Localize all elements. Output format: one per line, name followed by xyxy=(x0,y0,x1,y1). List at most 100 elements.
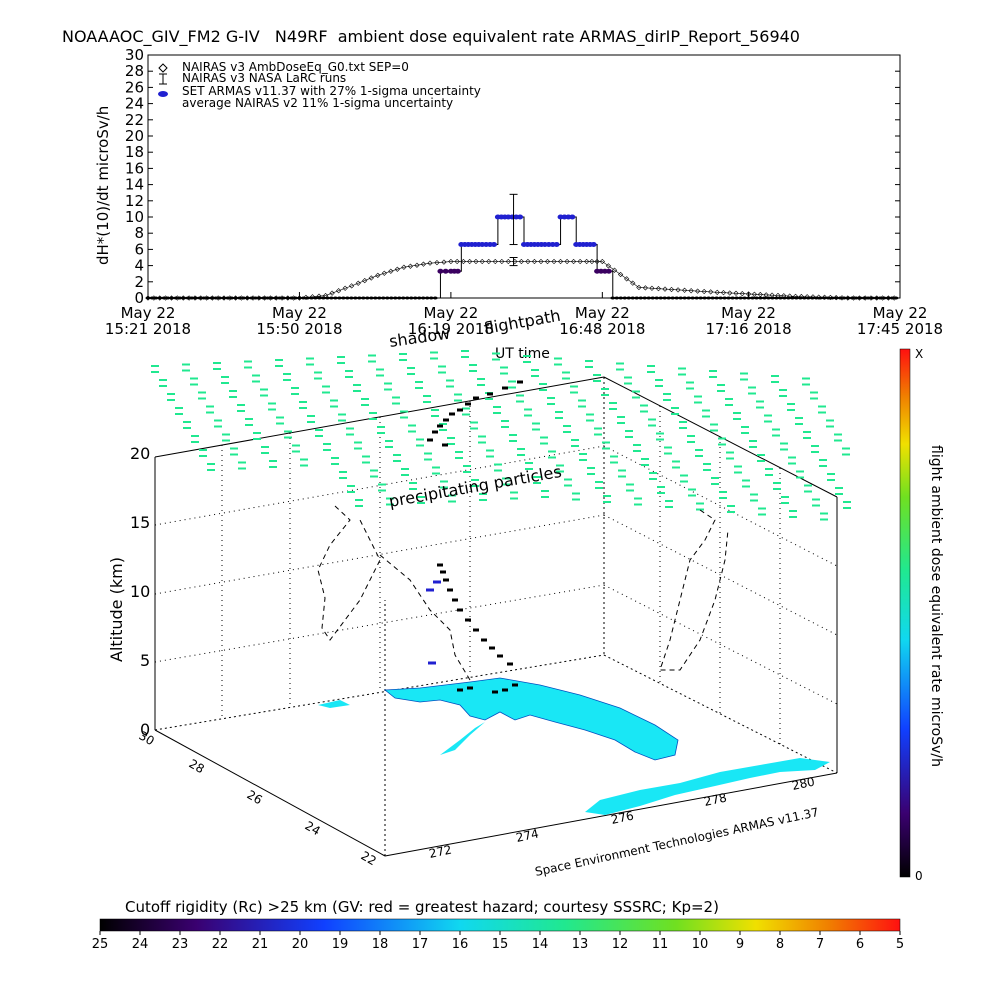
x-tick-label-line1: May 22 xyxy=(272,304,327,322)
armas-point xyxy=(813,296,819,300)
y-tick-label: 2 xyxy=(134,273,144,291)
nairas-point xyxy=(381,270,387,276)
coast-projection-right xyxy=(659,509,729,671)
y3d-tick-24: 24 xyxy=(303,818,323,838)
armas-point xyxy=(241,296,247,300)
armas-point xyxy=(670,296,676,300)
legend-entry-2: NAIRAS v3 NASA LaRC runs xyxy=(182,71,346,85)
y-tick-label: 4 xyxy=(134,257,144,275)
nairas-point xyxy=(538,258,544,265)
x-tick-label-line1: May 22 xyxy=(121,304,176,322)
nairas-point xyxy=(624,276,630,282)
armas-point xyxy=(801,296,807,300)
nairas-point xyxy=(564,258,570,265)
armas-point xyxy=(372,296,378,300)
armas-point xyxy=(269,296,275,300)
armas-point xyxy=(273,296,279,300)
armas-point xyxy=(157,296,163,300)
armas-point xyxy=(261,296,267,300)
armas-point xyxy=(789,296,795,300)
armas-point xyxy=(277,296,283,300)
nairas-point xyxy=(662,286,668,292)
armas-point xyxy=(845,296,851,300)
z-tick-0: 0 xyxy=(140,720,150,739)
armas-point xyxy=(857,296,863,300)
armas-point xyxy=(424,296,430,300)
armas-point xyxy=(281,296,287,300)
armas-point xyxy=(614,296,620,300)
bottom-tick-label: 18 xyxy=(372,937,389,952)
armas-point xyxy=(590,242,597,248)
armas-point xyxy=(877,296,883,300)
armas-point xyxy=(618,296,624,300)
armas-point xyxy=(821,296,827,300)
x-tick-label-line1: May 22 xyxy=(423,304,478,322)
armas-point xyxy=(654,296,660,300)
armas-point xyxy=(885,296,891,300)
nairas-point xyxy=(655,286,662,292)
armas-point xyxy=(605,268,612,274)
three-d-plot: 20 15 10 5 0 Altitude (km) 30 28 26 24 2… xyxy=(107,306,944,883)
legend: NAIRAS v3 AmbDoseEq_G0.txt SEP=0 NAIRAS … xyxy=(158,60,481,110)
bottom-tick-label: 9 xyxy=(736,937,744,952)
y3d-tick-22: 22 xyxy=(359,848,379,868)
armas-point xyxy=(237,296,243,300)
z-tick-5: 5 xyxy=(140,651,150,670)
armas-point xyxy=(404,296,410,300)
bottom-tick-label: 20 xyxy=(292,937,309,952)
armas-point xyxy=(714,296,720,300)
nairas-point xyxy=(355,280,361,286)
nairas-point xyxy=(479,258,485,265)
nairas-point xyxy=(727,290,733,296)
armas-point xyxy=(376,296,382,300)
y3d-tick-26: 26 xyxy=(245,787,265,807)
armas-point xyxy=(698,296,704,300)
armas-point xyxy=(833,296,839,300)
armas-point xyxy=(730,296,736,300)
bottom-tick-label: 17 xyxy=(412,937,429,952)
armas-point xyxy=(420,296,426,300)
armas-point xyxy=(316,296,322,300)
armas-point xyxy=(153,296,159,300)
y3d-axis-ticks: 30 28 26 24 22 xyxy=(137,728,379,868)
bottom-tick-label: 7 xyxy=(816,937,824,952)
armas-point xyxy=(690,296,696,300)
y-tick-label: 0 xyxy=(134,289,144,307)
armas-point xyxy=(738,296,744,300)
y-tick-label: 24 xyxy=(125,95,144,113)
armas-point xyxy=(454,268,461,274)
armas-point xyxy=(408,296,414,300)
nairas-point xyxy=(531,258,538,265)
x3d-axis-ticks: 272 274 276 278 280 xyxy=(428,774,816,860)
bottom-tick-label: 23 xyxy=(172,937,189,952)
armas-point xyxy=(428,296,434,300)
armas-point xyxy=(348,296,354,300)
x-tick-label-line2: 17:16 2018 xyxy=(705,320,791,338)
colorbar-top-label: X xyxy=(915,347,923,361)
armas-point xyxy=(630,296,636,300)
plot-frame xyxy=(147,54,901,299)
armas-point xyxy=(865,296,871,300)
armas-point xyxy=(758,296,764,300)
y-tick-label: 16 xyxy=(125,159,144,177)
armas-point xyxy=(674,296,680,300)
box-edges xyxy=(154,376,838,857)
nairas-point xyxy=(473,258,479,265)
armas-point xyxy=(726,296,732,300)
series-nairas-v3 xyxy=(145,258,900,301)
nairas-line xyxy=(148,261,900,299)
armas-point xyxy=(400,296,406,300)
nairas-point xyxy=(362,277,368,284)
nairas-point xyxy=(739,291,745,297)
armas-point xyxy=(765,296,771,300)
y-tick-label: 26 xyxy=(125,78,144,96)
armas-point xyxy=(324,296,330,300)
armas-point xyxy=(384,296,390,300)
x-tick-label-line2: 17:45 2018 xyxy=(857,320,943,338)
armas-point xyxy=(185,296,191,300)
armas-point xyxy=(340,296,346,300)
armas-point xyxy=(682,296,688,300)
armas-point xyxy=(797,296,803,300)
armas-point xyxy=(569,214,576,220)
armas-point xyxy=(149,296,155,300)
